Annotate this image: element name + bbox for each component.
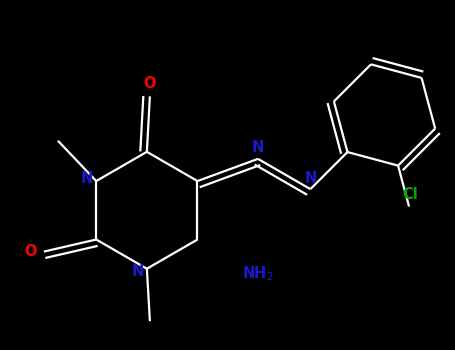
Text: NH$_2$: NH$_2$ — [242, 265, 273, 283]
Text: N: N — [304, 170, 317, 186]
Text: Cl: Cl — [402, 187, 418, 202]
Text: N: N — [81, 170, 93, 186]
Text: N: N — [252, 140, 264, 155]
Text: O: O — [144, 76, 156, 91]
Text: O: O — [25, 244, 37, 259]
Text: N: N — [131, 264, 144, 279]
